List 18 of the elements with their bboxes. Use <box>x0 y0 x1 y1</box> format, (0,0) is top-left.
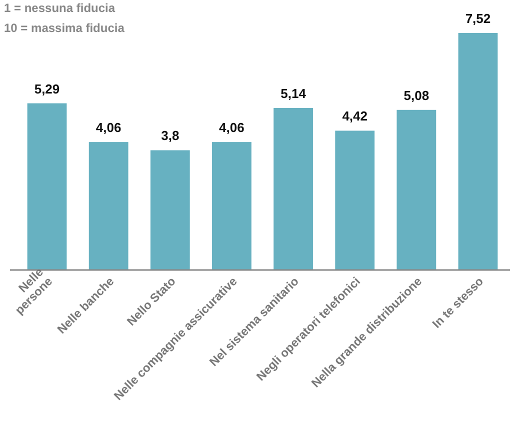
bar <box>335 130 375 270</box>
data-label: 5,08 <box>404 88 430 103</box>
data-label: 4,06 <box>219 120 244 136</box>
data-label: 4,42 <box>342 108 368 124</box>
bar <box>27 103 67 270</box>
data-label: 7,52 <box>465 11 491 26</box>
data-label: 3,8 <box>161 128 180 144</box>
data-label: 5,14 <box>280 86 307 102</box>
text: 1 = nessuna fiducia <box>4 1 116 15</box>
bar <box>458 33 498 270</box>
data-label: 5,29 <box>34 81 60 96</box>
bar <box>274 108 313 270</box>
data-label: 4,06 <box>96 120 122 136</box>
bar <box>150 150 190 270</box>
bar <box>88 142 128 270</box>
bar <box>212 142 252 270</box>
annotation: 10 = massima fiducia <box>4 21 125 35</box>
bar <box>396 110 436 270</box>
